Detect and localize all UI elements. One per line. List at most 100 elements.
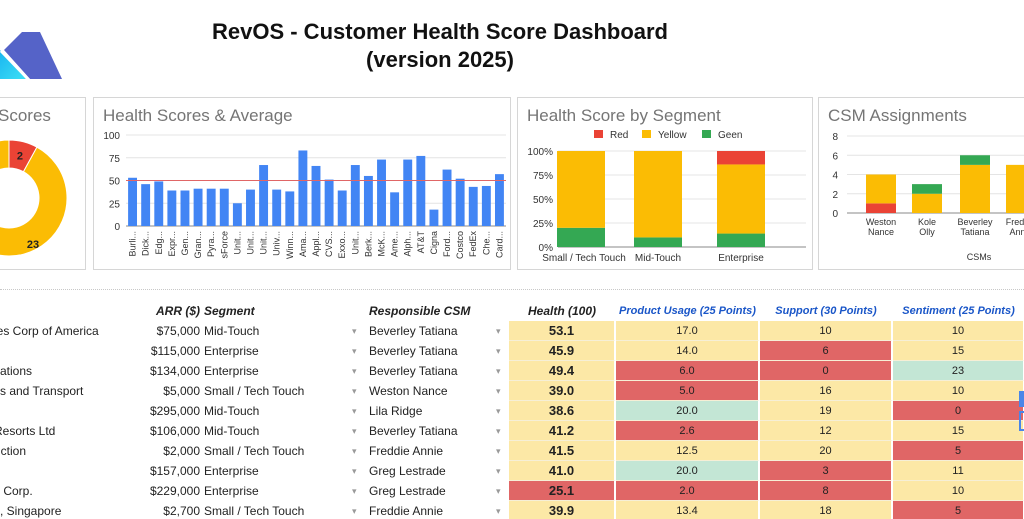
support-cell[interactable]: 16 <box>760 381 892 401</box>
support-cell[interactable]: 6 <box>760 341 892 361</box>
csm-cell[interactable]: Beverley Tatiana <box>369 324 458 338</box>
support-cell[interactable]: 8 <box>760 481 892 501</box>
sentiment-cell[interactable]: 11 <box>893 461 1024 481</box>
selection-handle[interactable] <box>1019 391 1024 407</box>
customer-name-cell[interactable]: s, Singapore <box>0 504 62 518</box>
csm-dropdown-icon[interactable]: ▾ <box>496 346 501 356</box>
csm-cell[interactable]: Beverley Tatiana <box>369 364 458 378</box>
customer-name-cell[interactable] <box>0 401 114 421</box>
header-csm[interactable]: Responsible CSM <box>369 304 471 318</box>
product-usage-cell[interactable]: 2.6 <box>616 421 759 441</box>
sentiment-cell[interactable]: 5 <box>893 501 1024 519</box>
product-usage-cell[interactable]: 5.0 <box>616 381 759 401</box>
csm-cell[interactable]: Freddie Annie <box>369 444 444 458</box>
csm-cell[interactable]: Lila Ridge <box>369 404 423 418</box>
cell-selection-box[interactable] <box>1019 411 1024 431</box>
sentiment-cell[interactable]: 10 <box>893 321 1024 341</box>
segment-cell[interactable]: Small / Tech Touch <box>204 384 305 398</box>
segment-cell[interactable]: Enterprise <box>204 484 259 498</box>
arr-cell[interactable]: $157,000 <box>149 464 200 478</box>
arr-cell[interactable]: $2,000 <box>163 444 200 458</box>
customer-name-cell[interactable] <box>0 461 114 481</box>
segment-cell[interactable]: Small / Tech Touch <box>204 444 305 458</box>
csm-assignments-chart-card[interactable]: CSM Assignments 0 2 4 6 8 Weston Nance Kole Olly… <box>818 97 1024 270</box>
header-product-usage[interactable]: Product Usage (25 Points) <box>619 305 756 317</box>
header-sentiment[interactable]: Sentiment (25 Points) <box>902 305 1015 317</box>
segment-dropdown-icon[interactable]: ▾ <box>352 426 357 436</box>
product-usage-cell[interactable]: 2.0 <box>616 481 759 501</box>
sentiment-cell[interactable]: 15 <box>893 341 1024 361</box>
segment-cell[interactable]: Small / Tech Touch <box>204 504 305 518</box>
segment-cell[interactable]: Mid-Touch <box>204 324 260 338</box>
product-usage-cell[interactable]: 20.0 <box>616 401 759 421</box>
product-usage-cell[interactable]: 20.0 <box>616 461 759 481</box>
segment-cell[interactable]: Enterprise <box>204 344 259 358</box>
health-score-cell[interactable]: 25.1 <box>509 481 615 501</box>
health-score-cell[interactable]: 41.2 <box>509 421 615 441</box>
csm-cell[interactable]: Greg Lestrade <box>369 464 446 478</box>
health-score-cell[interactable]: 53.1 <box>509 321 615 341</box>
customer-name-cell[interactable]: cs and Transport <box>0 384 84 398</box>
health-score-cell[interactable]: 41.0 <box>509 461 615 481</box>
support-cell[interactable]: 20 <box>760 441 892 461</box>
arr-cell[interactable]: $229,000 <box>149 484 200 498</box>
arr-cell[interactable]: $115,000 <box>150 344 200 358</box>
product-usage-cell[interactable]: 17.0 <box>616 321 759 341</box>
segment-dropdown-icon[interactable]: ▾ <box>352 406 357 416</box>
customer-name-cell[interactable]: cations <box>0 364 33 378</box>
support-cell[interactable]: 3 <box>760 461 892 481</box>
csm-dropdown-icon[interactable]: ▾ <box>496 326 501 336</box>
segment-dropdown-icon[interactable]: ▾ <box>352 486 357 496</box>
product-usage-cell[interactable]: 12.5 <box>616 441 759 461</box>
sentiment-cell[interactable]: 15 <box>893 421 1024 441</box>
health-score-cell[interactable]: 39.9 <box>509 501 615 519</box>
support-cell[interactable]: 18 <box>760 501 892 519</box>
support-cell[interactable]: 12 <box>760 421 892 441</box>
customer-name-cell[interactable] <box>0 341 114 361</box>
csm-cell[interactable]: Freddie Annie <box>369 504 444 518</box>
arr-cell[interactable]: $106,000 <box>149 424 200 438</box>
support-cell[interactable]: 0 <box>760 361 892 381</box>
sentiment-cell[interactable]: 10 <box>893 381 1024 401</box>
segment-cell[interactable]: Mid-Touch <box>204 404 260 418</box>
scores-donut-card[interactable]: Scores 2 23 <box>0 97 86 270</box>
customer-name-cell[interactable]: les Corp of America <box>0 324 99 338</box>
csm-cell[interactable]: Beverley Tatiana <box>369 424 458 438</box>
customer-name-cell[interactable]: uction <box>0 444 27 458</box>
arr-cell[interactable]: $295,000 <box>149 404 200 418</box>
csm-dropdown-icon[interactable]: ▾ <box>496 466 501 476</box>
arr-cell[interactable]: $5,000 <box>163 384 200 398</box>
header-support[interactable]: Support (30 Points) <box>775 305 877 317</box>
arr-cell[interactable]: $134,000 <box>149 364 200 378</box>
segment-cell[interactable]: Enterprise <box>204 464 259 478</box>
arr-cell[interactable]: $75,000 <box>156 324 200 338</box>
health-score-cell[interactable]: 41.5 <box>509 441 615 461</box>
support-cell[interactable]: 19 <box>760 401 892 421</box>
csm-dropdown-icon[interactable]: ▾ <box>496 406 501 416</box>
sentiment-cell[interactable]: 10 <box>893 481 1024 501</box>
csm-dropdown-icon[interactable]: ▾ <box>496 426 501 436</box>
customer-name-cell[interactable]: s Corp. <box>0 484 33 498</box>
segment-dropdown-icon[interactable]: ▾ <box>352 466 357 476</box>
health-score-cell[interactable]: 39.0 <box>509 381 615 401</box>
segment-dropdown-icon[interactable]: ▾ <box>352 386 357 396</box>
segment-dropdown-icon[interactable]: ▾ <box>352 366 357 376</box>
header-segment[interactable]: Segment <box>204 304 255 318</box>
segment-dropdown-icon[interactable]: ▾ <box>352 506 357 516</box>
csm-dropdown-icon[interactable]: ▾ <box>496 506 501 516</box>
csm-dropdown-icon[interactable]: ▾ <box>496 486 501 496</box>
health-score-cell[interactable]: 45.9 <box>509 341 615 361</box>
csm-cell[interactable]: Weston Nance <box>369 384 448 398</box>
health-scores-chart-card[interactable]: Health Scores & Average 0 25 50 75 100 Burli.… <box>93 97 511 270</box>
segment-dropdown-icon[interactable]: ▾ <box>352 346 357 356</box>
segment-dropdown-icon[interactable]: ▾ <box>352 326 357 336</box>
support-cell[interactable]: 10 <box>760 321 892 341</box>
header-health[interactable]: Health (100) <box>527 304 597 318</box>
product-usage-cell[interactable]: 6.0 <box>616 361 759 381</box>
health-score-cell[interactable]: 49.4 <box>509 361 615 381</box>
sentiment-cell[interactable]: 0 <box>893 401 1024 421</box>
product-usage-cell[interactable]: 14.0 <box>616 341 759 361</box>
sentiment-cell[interactable]: 5 <box>893 441 1024 461</box>
header-arr[interactable]: ARR ($) <box>156 304 200 318</box>
segment-dropdown-icon[interactable]: ▾ <box>352 446 357 456</box>
